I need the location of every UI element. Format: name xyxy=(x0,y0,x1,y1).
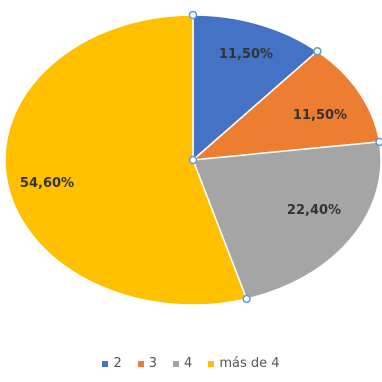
data-label-3: 22,40% xyxy=(287,203,341,218)
selection-handle xyxy=(375,137,382,147)
legend-item-3: 4 xyxy=(173,356,192,371)
legend-swatch-4 xyxy=(208,360,215,367)
legend-swatch-2 xyxy=(137,360,144,367)
legend-item-2: 3 xyxy=(137,356,158,371)
data-label-1: 11,50% xyxy=(219,47,273,62)
legend-item-1: 2 xyxy=(102,356,122,371)
pie-slice-4 xyxy=(4,14,248,306)
selection-handle xyxy=(188,10,198,20)
chart-legend: 2 3 4 más de 4 xyxy=(0,356,382,371)
data-label-2: 11,50% xyxy=(293,108,347,123)
data-label-4: 54,60% xyxy=(20,176,74,191)
pie-slice-1 xyxy=(192,14,319,162)
legend-swatch-3 xyxy=(173,360,180,367)
legend-label-4: más de 4 xyxy=(219,356,280,371)
selection-handle xyxy=(242,294,251,304)
pie-slice-2 xyxy=(190,50,381,161)
legend-label-1: 2 xyxy=(113,356,122,371)
pie-slice-3 xyxy=(191,141,382,300)
legend-label-2: 3 xyxy=(148,356,158,371)
legend-item-4: más de 4 xyxy=(208,356,280,371)
legend-label-3: 4 xyxy=(184,356,193,371)
selection-handle xyxy=(188,155,198,165)
legend-swatch-1 xyxy=(102,360,109,367)
selection-handle xyxy=(313,46,322,56)
